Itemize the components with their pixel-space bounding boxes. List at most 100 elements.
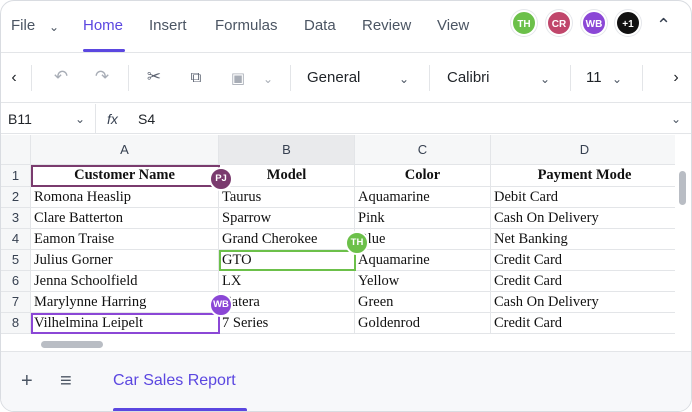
cell[interactable]: Yellow	[355, 271, 491, 292]
cell[interactable]: Blue	[355, 229, 491, 250]
tab-review[interactable]: Review	[362, 17, 412, 34]
cell[interactable]: Credit Card	[491, 250, 675, 271]
formula-input[interactable]: S4	[138, 111, 156, 127]
collaborator-badge: PJ	[209, 167, 233, 191]
chevron-down-icon[interactable]: ⌄	[612, 72, 623, 86]
tab-formulas[interactable]: Formulas	[215, 17, 278, 34]
tab-insert[interactable]: Insert	[149, 17, 187, 34]
cell[interactable]: Green	[355, 292, 491, 313]
cell[interactable]: Aquamarine	[355, 250, 491, 271]
cell[interactable]: Credit Card	[491, 271, 675, 292]
row-header[interactable]: 5	[1, 250, 31, 271]
formula-bar: B11 ⌄ fx S4 ⌄	[1, 104, 691, 134]
cell[interactable]: Net Banking	[491, 229, 675, 250]
header-cell-color[interactable]: Color	[355, 165, 491, 187]
divider	[429, 65, 430, 91]
number-format-select[interactable]: General	[307, 69, 361, 86]
cell[interactable]: Eamon Traise	[31, 229, 219, 250]
divider	[95, 104, 96, 134]
divider	[642, 65, 643, 91]
column-header-a[interactable]: A	[31, 135, 219, 165]
divider	[290, 65, 291, 91]
sheet-tab-bar: + ≡ Car Sales Report	[1, 351, 691, 411]
active-tab-indicator	[83, 49, 125, 52]
avatar-collaborator[interactable]: WB	[581, 10, 607, 36]
row-header[interactable]: 3	[1, 208, 31, 229]
chevron-up-icon[interactable]: ⌃	[656, 15, 672, 35]
row-header[interactable]: 2	[1, 187, 31, 208]
cell[interactable]: Romona Heaslip	[31, 187, 219, 208]
cell[interactable]: LX	[219, 271, 355, 292]
cell[interactable]: Clare Batterton	[31, 208, 219, 229]
active-sheet-indicator	[113, 408, 247, 411]
name-box[interactable]: B11	[8, 111, 32, 127]
copy-icon[interactable]: ⧉	[190, 69, 202, 86]
collaborator-badge: TH	[345, 231, 369, 255]
tab-file[interactable]: File	[11, 17, 36, 34]
chevron-down-icon[interactable]: ⌄	[540, 72, 551, 86]
add-sheet-icon[interactable]: +	[21, 370, 33, 392]
row-header[interactable]: 7	[1, 292, 31, 313]
vertical-scrollbar[interactable]	[679, 171, 686, 205]
divider	[570, 65, 571, 91]
sheet-list-icon[interactable]: ≡	[60, 370, 72, 392]
cell[interactable]: Vilhelmina Leipelt	[31, 313, 219, 334]
cell[interactable]: Grand Cherokee	[219, 229, 355, 250]
collaborator-badge: WB	[209, 293, 233, 317]
font-size-select[interactable]: 11	[586, 69, 602, 86]
select-all-corner[interactable]	[1, 135, 31, 165]
cell[interactable]: Taurus	[219, 187, 355, 208]
cell[interactable]: Aquamarine	[355, 187, 491, 208]
cell[interactable]: Jenna Schoolfield	[31, 271, 219, 292]
avatar-more-count[interactable]: +1	[615, 10, 641, 36]
cell[interactable]: 7 Series	[219, 313, 355, 334]
cell[interactable]: Cash On Delivery	[491, 208, 675, 229]
horizontal-scrollbar[interactable]	[41, 341, 103, 348]
row-header[interactable]: 4	[1, 229, 31, 250]
cell[interactable]: Debit Card	[491, 187, 675, 208]
chevron-down-icon[interactable]: ⌄	[49, 20, 60, 34]
header-cell-model[interactable]: Model	[219, 165, 355, 187]
header-cell-customer-name[interactable]: Customer Name	[31, 165, 219, 187]
cell[interactable]: Credit Card	[491, 313, 675, 334]
sheet-tab-active[interactable]: Car Sales Report	[113, 372, 236, 389]
column-header-b[interactable]: B	[219, 135, 355, 165]
function-icon[interactable]: fx	[107, 111, 118, 127]
avatar-collaborator[interactable]: CR	[546, 10, 572, 36]
row-header[interactable]: 6	[1, 271, 31, 292]
cell[interactable]: Julius Gorner	[31, 250, 219, 271]
chevron-down-icon[interactable]: ⌄	[399, 72, 410, 86]
tab-view[interactable]: View	[437, 17, 470, 34]
paste-options-chevron-down-icon[interactable]: ⌄	[263, 72, 274, 86]
cell[interactable]: Catera	[219, 292, 355, 313]
column-header-d[interactable]: D	[491, 135, 675, 165]
row-header[interactable]: 8	[1, 313, 31, 334]
column-header-c[interactable]: C	[355, 135, 491, 165]
sheet-grid: A B C D 1 2 3 4 5 6 7 8 Customer Name Mo…	[1, 135, 675, 349]
font-family-select[interactable]: Calibri	[447, 69, 490, 86]
cell[interactable]: Cash On Delivery	[491, 292, 675, 313]
tab-home[interactable]: Home	[83, 17, 124, 34]
expand-formula-chevron-down-icon[interactable]: ⌄	[671, 112, 682, 126]
cell[interactable]: Goldenrod	[355, 313, 491, 334]
cut-icon[interactable]: ✂	[146, 67, 162, 86]
chevron-down-icon[interactable]: ⌄	[75, 112, 86, 126]
undo-icon[interactable]: ↶	[53, 67, 69, 86]
divider	[128, 65, 129, 91]
toolbar-scroll-right-button[interactable]: ›	[673, 69, 679, 86]
redo-icon[interactable]: ↷	[94, 67, 110, 86]
cell[interactable]: Marylynne Harring	[31, 292, 219, 313]
row-header[interactable]: 1	[1, 165, 31, 187]
header-cell-payment-mode[interactable]: Payment Mode	[491, 165, 675, 187]
cell[interactable]: Sparrow	[219, 208, 355, 229]
cell[interactable]: GTO	[219, 250, 355, 271]
toolbar: ‹ ↶ ↷ ✂ ⧉ ▣ ⌄ General ⌄ Calibri ⌄ 11 ⌄ ›	[1, 53, 691, 103]
paste-icon[interactable]: ▣	[230, 70, 246, 87]
ribbon-tabs: File ⌄ Home Insert Formulas Data Review …	[1, 1, 691, 53]
cell[interactable]: Pink	[355, 208, 491, 229]
toolbar-scroll-left-button[interactable]: ‹	[11, 69, 17, 86]
tab-data[interactable]: Data	[304, 17, 336, 34]
avatar-collaborator[interactable]: TH	[511, 10, 537, 36]
divider	[31, 65, 32, 91]
